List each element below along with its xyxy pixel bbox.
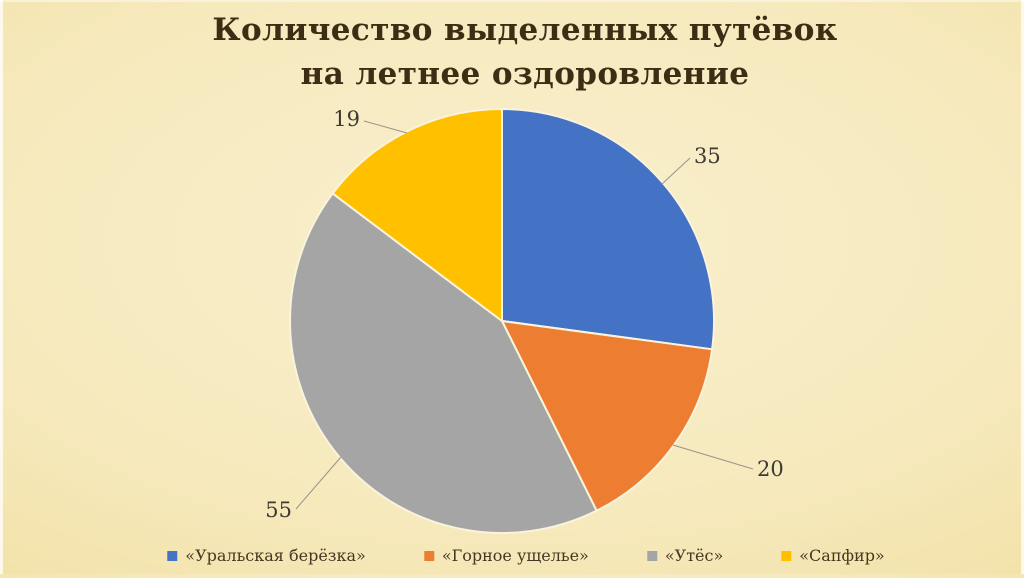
data-label-2: 55 [265, 498, 292, 522]
pie-slice-0 [501, 108, 715, 351]
legend-item-3: «Сапфир» [781, 546, 885, 565]
chart-title-line2: на летнее оздоровление [300, 56, 750, 92]
legend-label: «Утёс» [664, 546, 724, 565]
pie-slice-1 [501, 320, 714, 512]
chart-legend: «Уральская берёзка» «Горное ущелье» «Утёс»… [167, 546, 885, 565]
pie-slice-2 [289, 192, 598, 534]
legend-swatch-icon [781, 550, 792, 561]
chart-title: Количество выделенных путёвок на летнее … [0, 8, 1024, 96]
legend-swatch-icon [167, 550, 178, 561]
legend-item-2: «Утёс» [646, 546, 724, 565]
data-label-1: 20 [757, 457, 784, 481]
leader-line-1 [672, 444, 754, 470]
leader-line-2 [295, 456, 342, 510]
legend-swatch-icon [423, 550, 434, 561]
chart-title-line1: Количество выделенных путёвок [212, 12, 838, 48]
legend-label: «Уральская берёзка» [185, 546, 366, 565]
leader-line-3 [363, 120, 408, 134]
data-label-3: 19 [333, 107, 360, 131]
data-label-0: 35 [694, 144, 721, 168]
legend-label: «Сапфир» [799, 546, 885, 565]
legend-item-1: «Горное ущелье» [423, 546, 589, 565]
pie-slice-3 [331, 108, 503, 322]
leader-line-0 [661, 157, 691, 185]
legend-swatch-icon [646, 550, 657, 561]
legend-item-0: «Уральская берёзка» [167, 546, 366, 565]
legend-label: «Горное ущелье» [441, 546, 589, 565]
